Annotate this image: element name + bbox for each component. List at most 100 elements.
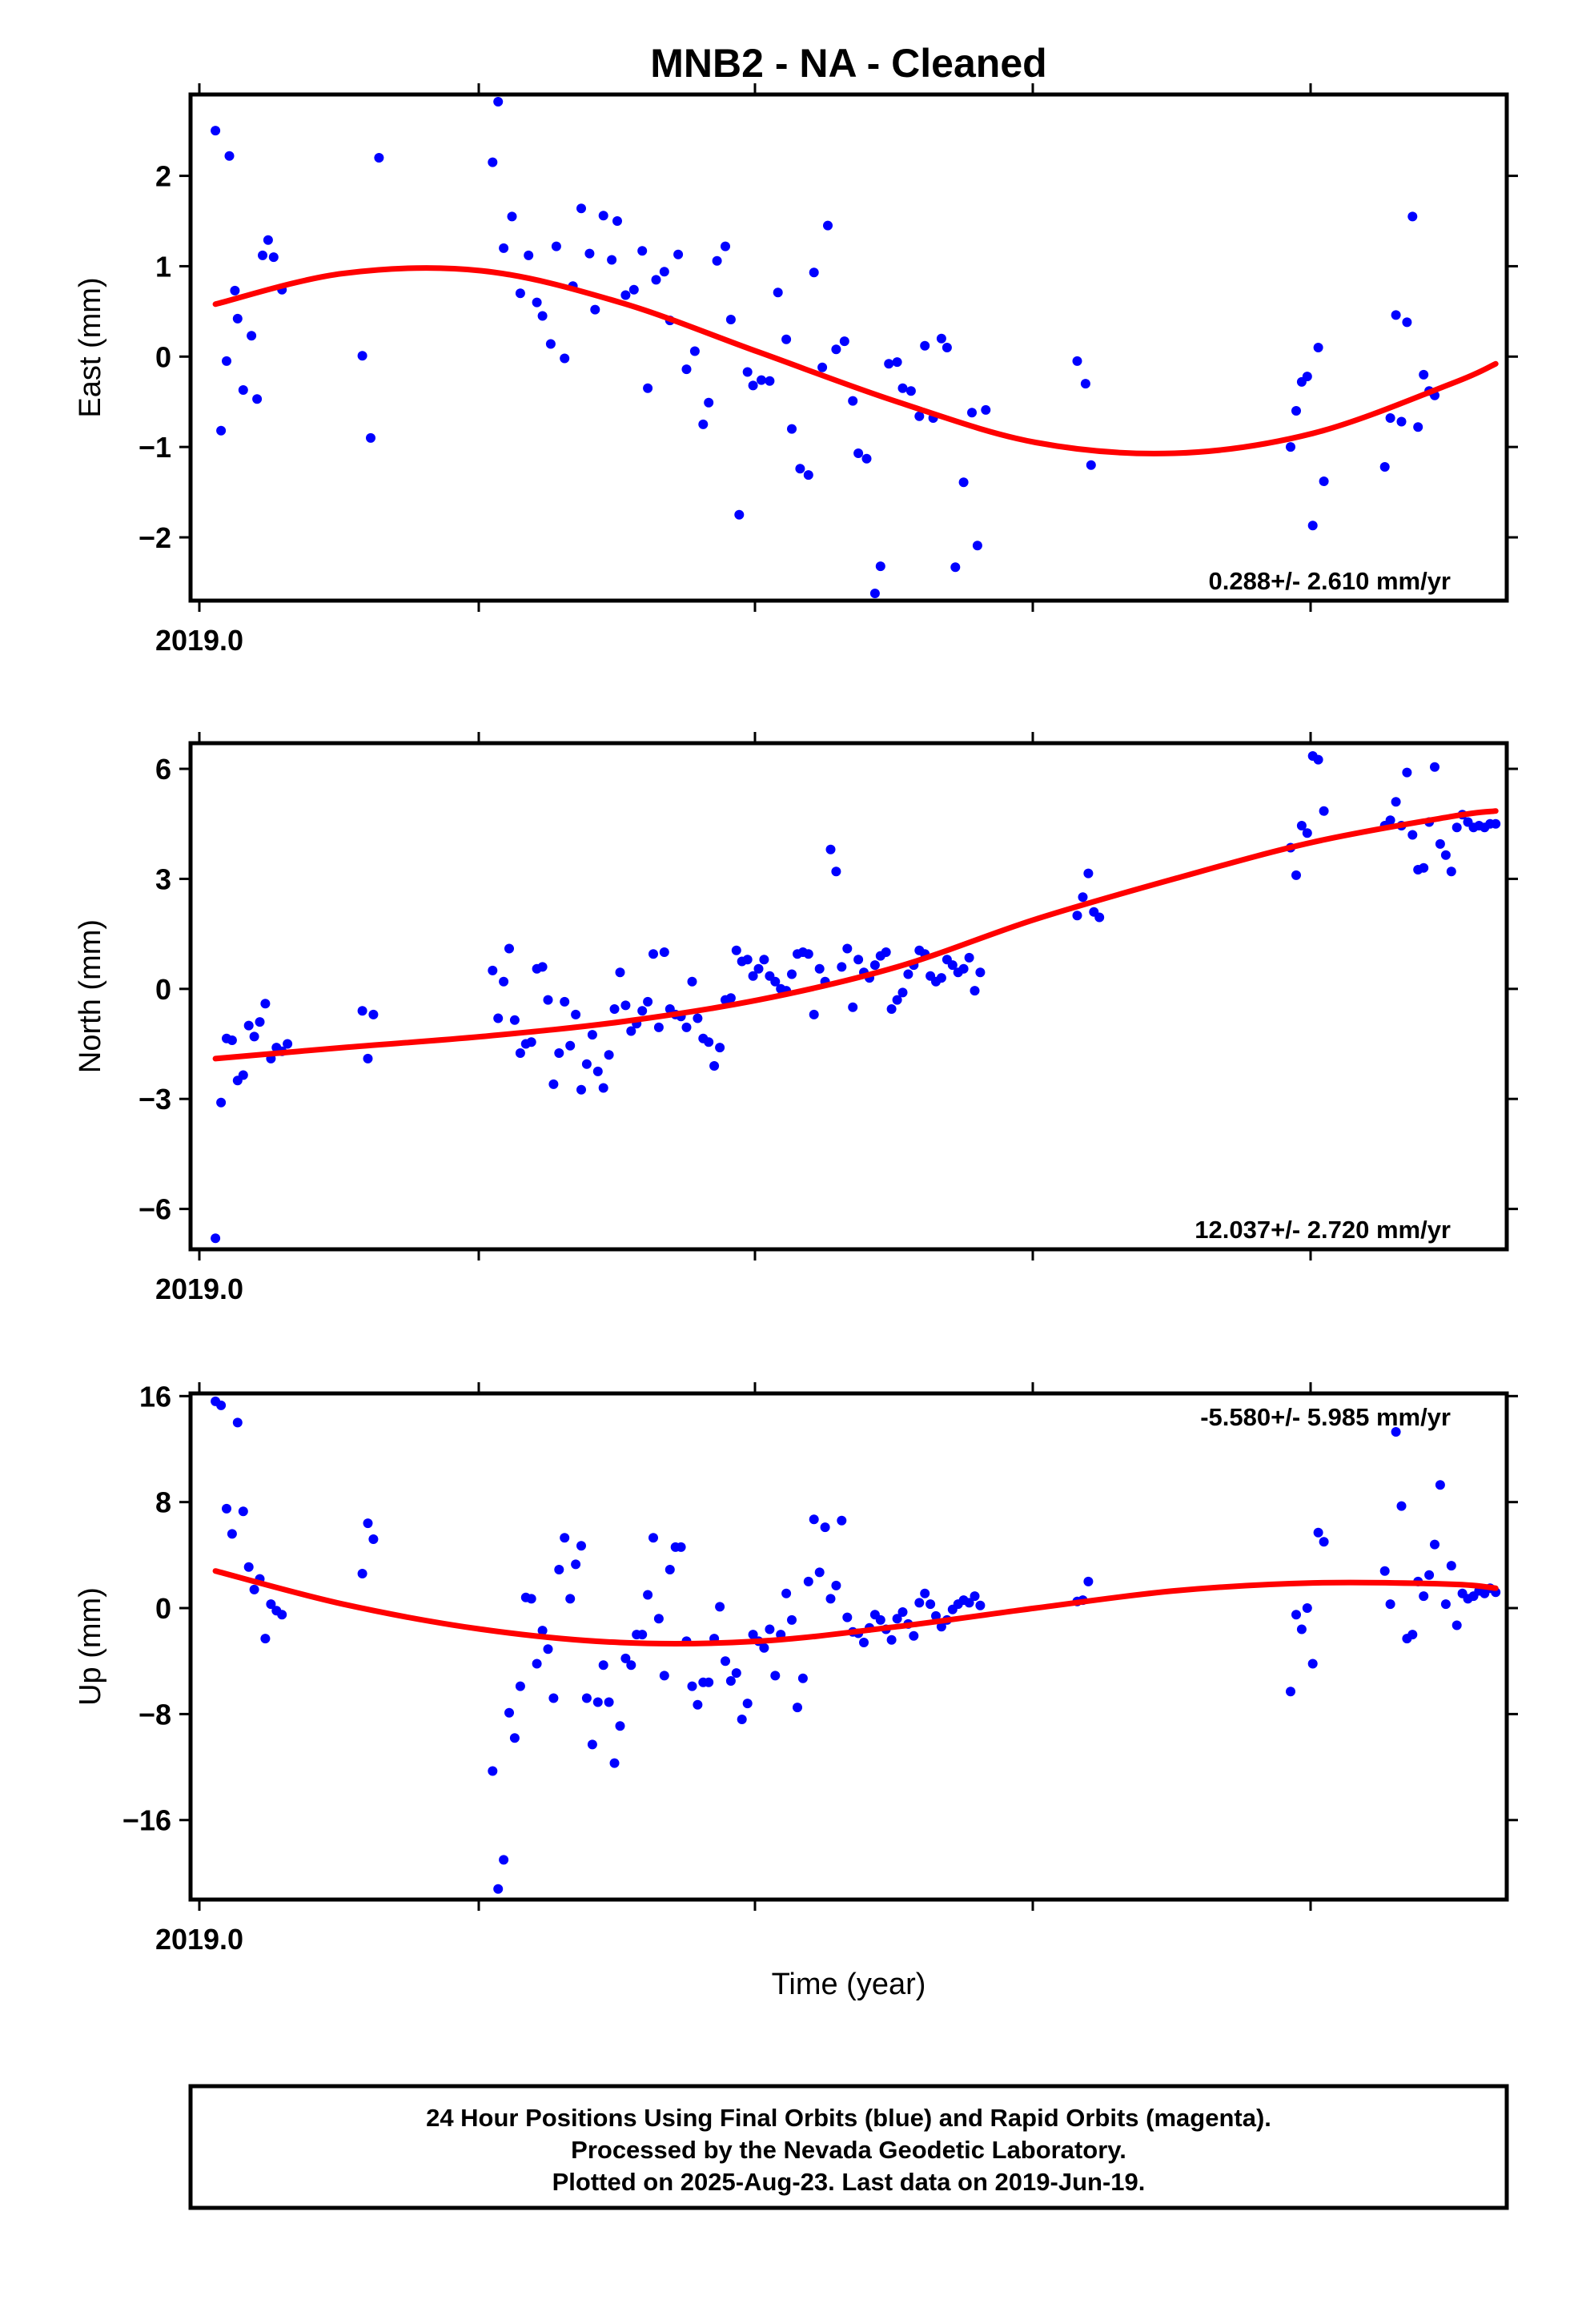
data-point: [592, 1066, 603, 1076]
data-point: [897, 1607, 908, 1617]
data-point: [581, 1693, 592, 1703]
data-point: [947, 960, 958, 971]
data-point: [931, 1610, 941, 1621]
data-point: [1440, 850, 1451, 860]
y-tick-label: 8: [155, 1486, 171, 1519]
data-point: [875, 1614, 885, 1625]
data-point: [598, 211, 608, 221]
data-point: [709, 1061, 720, 1071]
y-tick-label: 6: [155, 753, 171, 786]
data-point: [587, 1739, 597, 1750]
data-point: [1302, 828, 1312, 838]
data-point: [1313, 1527, 1323, 1538]
data-point: [1385, 1599, 1395, 1610]
data-point: [1083, 1576, 1094, 1586]
plot-area: [211, 751, 1501, 1244]
velocity-label: -5.580+/- 5.985 mm/yr: [1200, 1403, 1451, 1431]
data-point: [493, 97, 504, 107]
data-point: [1407, 211, 1418, 222]
fit-curve: [212, 808, 1499, 1062]
data-point: [936, 333, 946, 344]
data-point: [243, 1562, 254, 1572]
data-point: [1424, 1570, 1435, 1580]
data-point: [964, 952, 974, 963]
x-tick-label: 2019.0: [155, 624, 243, 657]
data-point: [247, 331, 257, 341]
data-point: [781, 1588, 792, 1598]
data-point: [227, 1035, 237, 1045]
data-point: [842, 1612, 853, 1622]
data-point: [230, 285, 240, 296]
data-point: [637, 1006, 648, 1016]
data-point: [869, 960, 880, 971]
data-point: [914, 411, 925, 421]
y-tick-label: −6: [139, 1193, 171, 1226]
data-point: [731, 1668, 741, 1679]
data-point: [1313, 343, 1323, 352]
data-point: [255, 1017, 265, 1027]
data-point: [504, 943, 514, 954]
data-point: [809, 1009, 819, 1019]
plot-frame: [188, 741, 1509, 1252]
data-point: [609, 1004, 620, 1014]
data-point: [742, 1699, 753, 1709]
data-point: [731, 945, 741, 955]
data-point: [803, 949, 813, 959]
data-point: [681, 364, 692, 375]
footer-line-1: 24 Hour Positions Using Final Orbits (bl…: [426, 2104, 1271, 2132]
data-point: [1446, 866, 1456, 877]
data-point: [1430, 1539, 1439, 1550]
data-point: [515, 1048, 525, 1058]
data-point: [1402, 767, 1412, 778]
y-axis-label: Up (mm): [74, 1587, 107, 1706]
data-point: [704, 1677, 714, 1687]
data-point: [926, 1599, 936, 1610]
data-point: [651, 275, 661, 285]
data-point: [770, 976, 781, 987]
data-point: [543, 995, 553, 1005]
data-point: [881, 947, 891, 957]
data-point: [920, 1588, 930, 1598]
y-tick-label: 2: [155, 160, 171, 193]
data-point: [232, 313, 243, 324]
y-tick-label: 0: [155, 340, 171, 373]
x-tick-label: 2019.0: [155, 1923, 243, 1956]
data-point: [936, 1622, 946, 1632]
data-point: [615, 1721, 625, 1731]
data-point: [587, 1030, 597, 1040]
data-point: [814, 1567, 825, 1578]
data-point: [648, 949, 658, 959]
data-point: [211, 126, 221, 136]
data-point: [576, 203, 586, 214]
data-point: [515, 1681, 525, 1691]
y-tick-label: 1: [155, 250, 171, 283]
data-point: [693, 1699, 703, 1710]
data-point: [211, 1233, 221, 1244]
data-point: [1319, 476, 1329, 486]
data-point: [886, 1004, 897, 1014]
data-point: [689, 346, 700, 356]
data-point: [842, 943, 853, 954]
data-point: [742, 367, 753, 377]
data-point: [565, 1040, 576, 1051]
data-point: [1385, 413, 1395, 423]
data-point: [488, 965, 498, 975]
data-point: [831, 344, 841, 355]
data-point: [551, 241, 561, 251]
data-point: [576, 1084, 586, 1095]
data-point: [964, 1598, 974, 1608]
y-tick-label: 3: [155, 862, 171, 895]
data-point: [958, 963, 969, 974]
data-point: [532, 297, 542, 308]
data-point: [1094, 912, 1105, 923]
data-point: [1307, 1659, 1318, 1669]
data-point: [892, 357, 902, 368]
data-point: [892, 1614, 902, 1624]
data-point: [770, 1671, 781, 1681]
data-point: [1291, 1610, 1301, 1620]
data-point: [665, 1565, 675, 1574]
data-point: [548, 1079, 559, 1089]
data-point: [515, 288, 525, 299]
data-point: [793, 1703, 802, 1713]
data-point: [673, 249, 684, 259]
